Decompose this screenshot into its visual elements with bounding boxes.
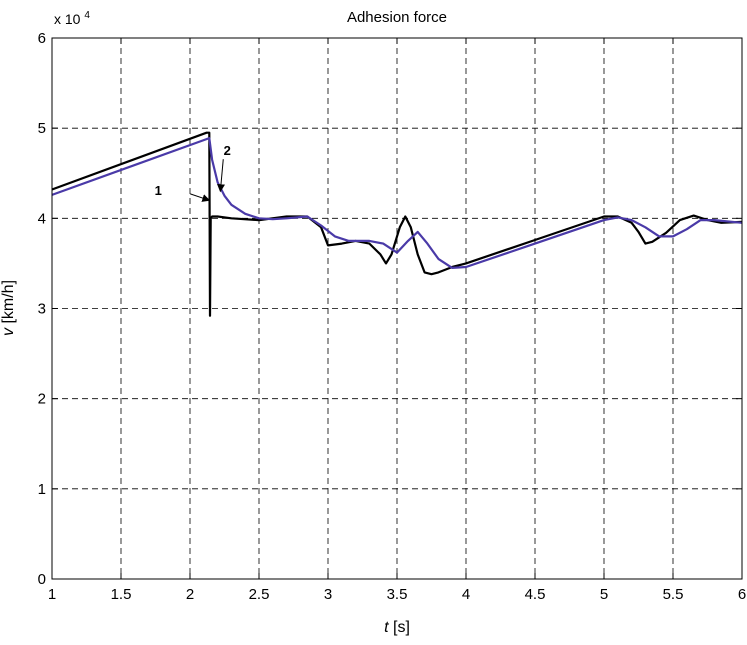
- chart-title: Adhesion force: [347, 9, 447, 26]
- y-tick-label: 6: [38, 30, 46, 47]
- series-annotation-label: 1: [155, 183, 162, 198]
- grid-lines: [52, 38, 742, 579]
- y-tick-label: 3: [38, 301, 46, 318]
- annotations: 12: [155, 143, 231, 202]
- x-tick-label: 2.5: [249, 586, 270, 603]
- x-tick-label: 5.5: [663, 586, 684, 603]
- x-axis-label-unit: [s]: [393, 619, 410, 636]
- x-tick-label: 3.5: [387, 586, 408, 603]
- x-tick-label: 5: [600, 586, 608, 603]
- x-tick-label: 6: [738, 586, 746, 603]
- x-tick-label: 4.5: [525, 586, 546, 603]
- y-axis-multiplier-base: x 10: [54, 11, 81, 27]
- series-lines: [51, 131, 743, 317]
- annotation-arrow: [217, 159, 225, 193]
- y-axis-multiplier-exponent: 4: [84, 10, 90, 21]
- series-line-1: [51, 131, 743, 317]
- x-tick-label: 4: [462, 586, 470, 603]
- y-tick-label: 1: [38, 481, 46, 498]
- x-tick-label: 2: [186, 586, 194, 603]
- x-axis-label-variable: t: [384, 619, 389, 636]
- annotation-arrow: [190, 193, 211, 202]
- y-tick-label: 2: [38, 391, 46, 408]
- y-axis-label: v [km/h]: [0, 280, 17, 336]
- y-tick-label: 0: [38, 571, 46, 588]
- series-line-2: [51, 137, 743, 269]
- y-tick-label: 5: [38, 120, 46, 137]
- x-tick-label: 3: [324, 586, 332, 603]
- series-annotation-label: 2: [224, 143, 231, 158]
- y-axis-label-variable: v: [0, 327, 17, 336]
- y-axis-label-unit: [km/h]: [0, 280, 17, 324]
- x-tick-label: 1.5: [111, 586, 132, 603]
- y-tick-label: 4: [38, 210, 46, 227]
- x-tick-label: 1: [48, 586, 56, 603]
- x-axis-label: t [s]: [384, 619, 410, 636]
- y-axis-multiplier: x 10 4: [54, 10, 90, 27]
